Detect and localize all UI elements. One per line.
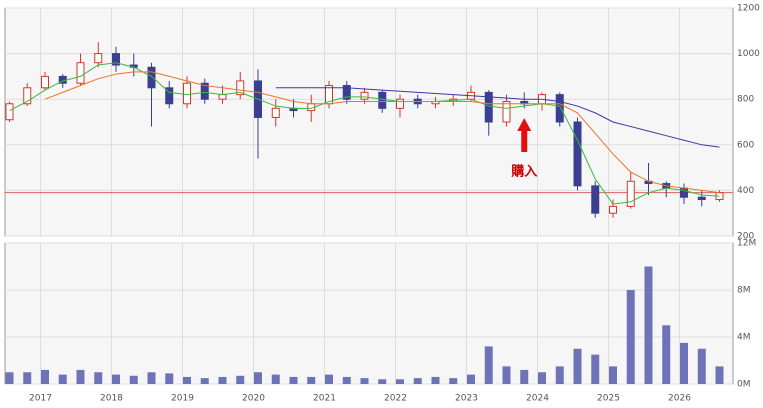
volume-bar (129, 375, 138, 384)
y-tick-label: 600 (737, 140, 754, 150)
x-tick-label: 2019 (171, 394, 194, 404)
volume-bar (662, 325, 671, 384)
volume-bar (236, 375, 245, 384)
y-tick-label: 8M (737, 286, 751, 296)
volume-bar (502, 366, 511, 384)
y-tick-label: 800 (737, 95, 754, 105)
candle-body (271, 107, 280, 118)
volume-bar (165, 373, 174, 384)
volume-bar (609, 366, 617, 384)
y-tick-label: 4M (737, 333, 751, 343)
volume-bar (413, 378, 422, 384)
candle-body (5, 103, 14, 121)
y-tick-label: 1200 (737, 4, 760, 14)
volume-bar (307, 376, 316, 384)
x-tick-label: 2025 (597, 394, 620, 404)
y-tick-label: 0M (737, 380, 751, 390)
candle-body (183, 82, 191, 105)
volume-bar (41, 369, 49, 384)
volume-bar (254, 372, 262, 384)
x-tick-label: 2022 (384, 394, 407, 404)
volume-bar (591, 354, 600, 384)
volume-bar (325, 374, 333, 384)
volume-bar (467, 374, 475, 384)
volume-bar (449, 378, 458, 384)
volume-bar (342, 376, 351, 384)
price-panel (4, 7, 734, 237)
volume-bar (76, 369, 85, 384)
x-tick-label: 2020 (242, 394, 265, 404)
candle-body (591, 185, 600, 214)
candle-body (112, 53, 120, 66)
x-tick-label: 2021 (313, 394, 336, 404)
volume-bar (5, 372, 14, 384)
candle-body (236, 80, 245, 96)
volume-bar (715, 366, 724, 384)
x-tick-label: 2026 (668, 394, 691, 404)
volume-bar (520, 369, 529, 384)
volume-bar (396, 379, 404, 384)
candle-body (76, 62, 85, 84)
volume-bar (680, 342, 688, 384)
volume-panel (4, 242, 734, 385)
moving-average (44, 71, 720, 194)
x-tick-label: 2023 (455, 394, 478, 404)
volume-bar (271, 374, 280, 384)
volume-bar (378, 379, 387, 384)
volume-bar (573, 348, 582, 384)
candle-body (378, 91, 387, 109)
volume-bar (644, 266, 653, 384)
candle-body (484, 91, 493, 123)
volume-bar (112, 374, 120, 384)
y-tick-label: 1000 (737, 49, 760, 59)
volume-bar (538, 372, 546, 384)
volume-bar (555, 366, 564, 384)
y-tick-label: 400 (737, 186, 754, 196)
volume-bar (484, 346, 493, 384)
y-tick-label: 200 (737, 232, 754, 242)
volume-bar (360, 378, 369, 384)
x-tick-label: 2017 (29, 394, 52, 404)
candle-body (23, 87, 32, 105)
volume-bar (94, 372, 103, 384)
candle-body (218, 94, 227, 100)
volume-bar (626, 290, 635, 384)
volume-bar (200, 378, 209, 384)
candle-body (200, 82, 209, 100)
candle-body (342, 85, 351, 100)
candle-body (360, 91, 369, 100)
volume-bar (697, 348, 706, 384)
candle-body (396, 98, 404, 109)
volume-bar (147, 372, 156, 384)
candle-body (555, 94, 564, 123)
annotation-arrow (517, 118, 532, 152)
candle-body (626, 180, 635, 207)
volume-bar (289, 376, 298, 384)
candle-body (609, 205, 617, 214)
volume-bar (23, 372, 32, 384)
volume-bar (218, 376, 227, 384)
volume-bar (183, 376, 191, 384)
candle-body (680, 187, 688, 198)
candle-body (697, 196, 706, 201)
moving-average (275, 87, 720, 148)
volume-bar (58, 374, 67, 384)
x-tick-label: 2018 (100, 394, 123, 404)
x-tick-label: 2024 (526, 394, 549, 404)
volume-bar (431, 376, 440, 384)
candle-body (573, 121, 582, 187)
candle-body (147, 66, 156, 89)
candle-body (165, 87, 174, 105)
y-tick-label: 12M (737, 239, 756, 249)
candle-body (94, 53, 103, 64)
moving-average (9, 62, 720, 205)
candle-body (502, 100, 511, 123)
candle-body (41, 75, 49, 89)
annotation: 購入 (510, 164, 537, 180)
